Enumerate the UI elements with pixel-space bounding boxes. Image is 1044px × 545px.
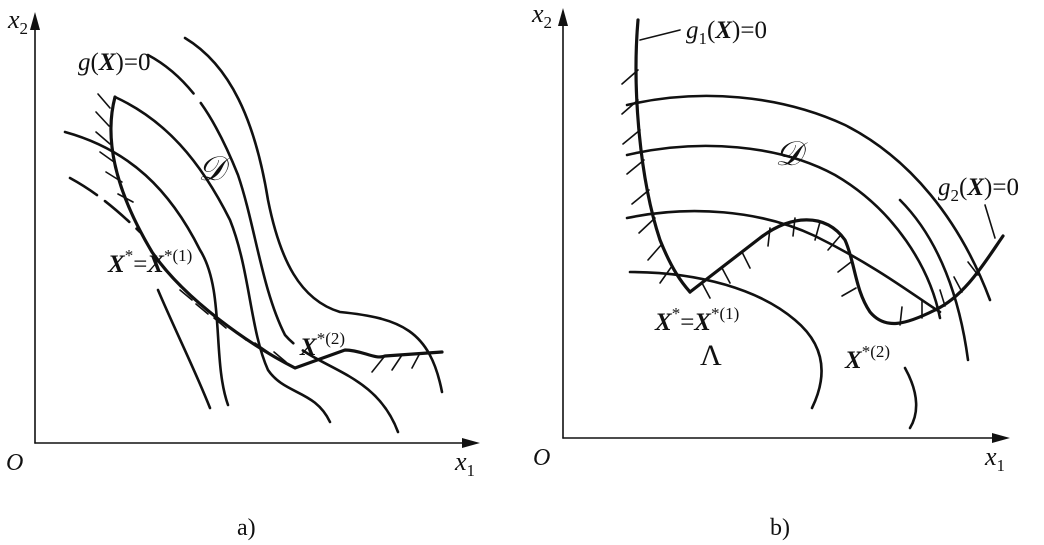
panel-b-contour-6 [903,366,918,430]
panel-b-constraint-1-hatching [621,69,673,284]
panel-b-constraint-2-label: g2(X)=0 [938,174,1019,205]
panel-b-constraint-1-leader [639,29,681,41]
panel-a-contour-3 [113,95,332,424]
panel-a-contour-1 [68,176,142,234]
panel-a-constraint-hatching [95,93,421,373]
panel-b-caption: b) [770,515,790,541]
panel-b-region-label: 𝒟 [775,136,808,173]
panel-b-y-arrowhead [558,8,568,26]
panel-a-constraint-label: g(X)=0 [78,49,150,76]
panel-b-point-1-label: X*=X*(1) [654,304,739,336]
panel-b-contour-5 [628,270,823,410]
panel-a-contour-2 [63,130,230,407]
panel-a-caption: a) [237,515,256,541]
panel-b-constraint-2-hatching [701,217,979,326]
panel-a-region-label: 𝒟 [198,151,231,188]
panel-a-y-arrowhead [30,12,40,30]
panel-a-origin-label: O [6,450,23,476]
panel-a-x-axis-label: x1 [454,447,475,480]
panel-b: x2 x1 O g1(X)=0 g2(X)=0 𝒟 X*=X*(1) Λ X*(… [531,0,1019,541]
panel-b-constraint-2-leader [984,204,996,239]
panel-b-x-arrowhead [992,433,1010,443]
panel-a-point-2-label: X*(2) [299,329,345,361]
panel-b-axes [558,8,1010,443]
panel-a-axes [30,12,480,448]
panel-a-constraint-curve [109,95,444,370]
panel-b-contour-3 [625,209,942,314]
panel-b-contour-4 [898,198,970,362]
panel-b-y-axis-label: x2 [531,0,552,32]
panel-b-marker: Λ [700,339,722,372]
panel-b-constraint-1-curve [634,18,692,294]
panel-a-x-arrowhead [462,438,480,448]
panel-b-constraint-2-curve [688,218,1005,326]
panel-a: x2 x1 O g(X)=0 𝒟 X*=X*(1) X*(2) a) [6,5,480,541]
panel-b-constraint-1-label: g1(X)=0 [686,17,767,48]
panel-a-y-axis-label: x2 [7,5,28,38]
panel-b-contour-2 [625,144,942,320]
panel-a-contour-5 [183,36,444,394]
panel-a-contour-4 [146,53,400,434]
panel-b-contour-1 [625,94,992,302]
panel-a-point-1-label: X*=X*(1) [107,246,192,278]
panel-b-origin-label: O [533,445,550,471]
panel-a-contour-6 [156,288,212,410]
panel-b-x-axis-label: x1 [984,442,1005,475]
panel-b-point-2-label: X*(2) [844,342,890,374]
